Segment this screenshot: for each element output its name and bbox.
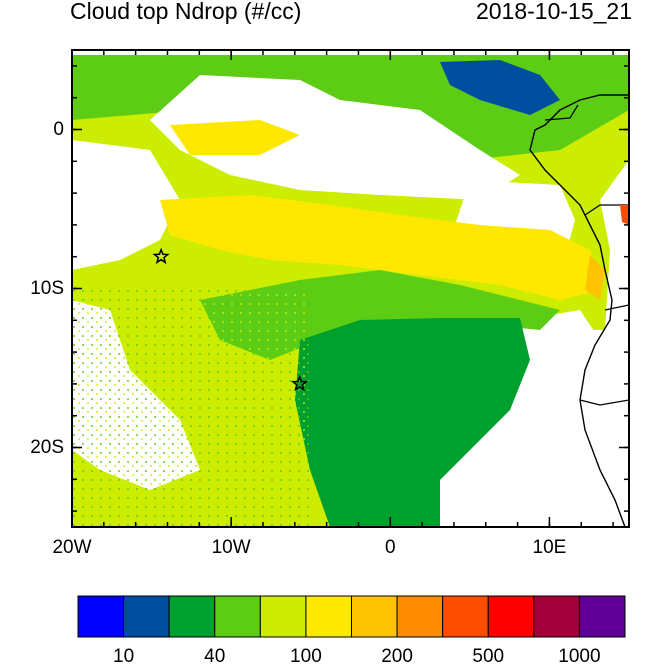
cloud-field [72,50,629,527]
x-tick-label: 10E [532,537,567,558]
border-line-2 [584,204,629,216]
colorbar-label: 100 [290,646,322,667]
y-tick-label: 20S [30,436,64,458]
colorbar-swatch [123,595,170,638]
map-markers [152,247,309,392]
colorbar-swatch [396,595,444,638]
clear-sky-southeast [440,310,600,500]
cloud-region-darkgreen [295,318,530,527]
clear-sky-north [150,75,520,200]
colorbar-swatch [214,595,261,638]
colorbar-swatch [168,595,216,638]
clear-sky-west [72,140,180,270]
colorbar-swatch [442,595,489,638]
colorbar-swatch [351,595,398,638]
cloud-region-orange [585,255,605,300]
colorbar [77,595,626,638]
colorbar-label: 200 [381,646,413,667]
star-marker-1 [152,247,170,265]
colorbar-swatch [259,595,307,638]
land-fill-speckle [620,205,629,225]
colorbar-label: 10 [113,646,135,667]
star-marker-2 [290,374,309,392]
x-tick-label: 0 [384,537,396,558]
colorbar-label: 40 [204,646,226,667]
x-tick-label: 10W [211,537,251,558]
axis-ticks [71,50,629,527]
colorbar-swatch [77,595,125,638]
coastline [529,94,629,527]
x-tick-label: 20W [52,537,92,558]
cloud-region-darkblue [440,60,560,115]
colorbar-label: 1000 [558,646,601,667]
colorbar-swatch [487,595,535,638]
map-title: Cloud top Ndrop (#/cc) [70,0,302,24]
y-tick-label: 10S [30,277,64,299]
colorbar-swatch [305,595,352,638]
colorbar-label: 500 [472,646,505,667]
border-line-3 [604,304,629,311]
map-timestamp: 2018-10-15_21 [475,0,632,24]
cloud-region-yellow-north [170,120,300,155]
speckle-texture [72,290,312,527]
border-line-1 [544,104,579,121]
border-line-4 [579,399,629,406]
y-tick-label: 0 [53,118,64,140]
colorbar-swatch [578,595,626,638]
cloud-region-yellow [160,195,600,300]
colorbar-swatch [533,595,580,638]
